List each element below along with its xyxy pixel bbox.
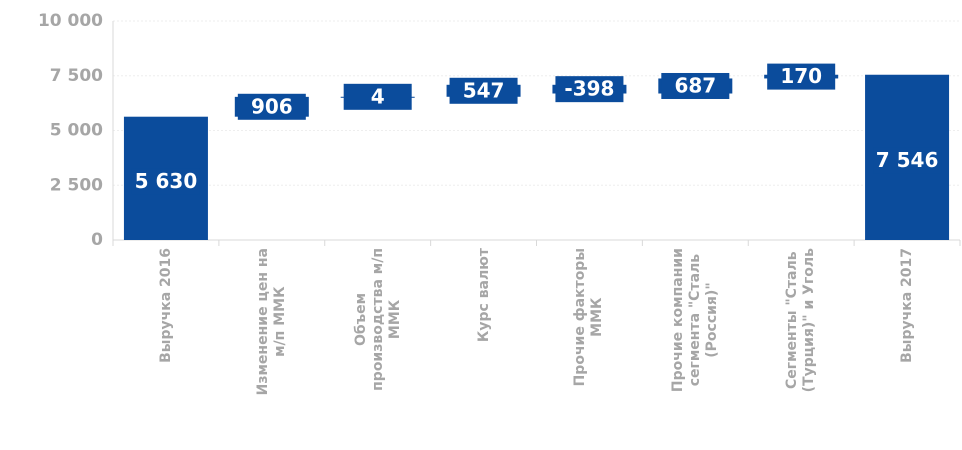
- data-label: -398: [564, 77, 614, 101]
- label-box: [237, 93, 306, 120]
- data-label: 4: [371, 84, 385, 108]
- y-tick-label: 5 000: [50, 121, 103, 141]
- x-tick-label-box: Выручка 2016: [116, 248, 216, 448]
- x-tick-label-box: Курс валют: [434, 248, 534, 448]
- x-tick-label-box: Объем производства м/п ММК: [328, 248, 428, 448]
- x-tick-label-box: Изменение цен на м/п ММК: [222, 248, 322, 448]
- label-box: [343, 83, 412, 110]
- label-box: [131, 168, 200, 195]
- x-tick-label-box: Прочие компании сегмента "Сталь (Россия)…: [645, 248, 745, 448]
- x-tick-label: Курс валют: [475, 248, 492, 343]
- y-tick-label: 10 000: [38, 11, 103, 31]
- x-tick-label: Объем производства м/п ММК: [352, 248, 403, 391]
- data-label: 5 630: [135, 169, 198, 193]
- data-label: 7 546: [876, 148, 939, 172]
- label-box: [449, 77, 518, 104]
- x-tick-label: Выручка 2017: [898, 248, 915, 363]
- x-tick-label: Прочие факторы ММК: [572, 248, 606, 387]
- y-tick-label: 7 500: [50, 66, 103, 86]
- x-tick-label: Выручка 2016: [157, 248, 174, 363]
- y-tick-label: 2 500: [50, 175, 103, 195]
- label-box: [555, 76, 624, 103]
- label-box: [767, 63, 836, 90]
- x-tick-label-box: Сегменты "Сталь (Турция)" и Уголь: [751, 248, 851, 448]
- x-tick-label: Сегменты "Сталь (Турция)" и Уголь: [784, 248, 818, 393]
- data-label: 687: [674, 73, 716, 97]
- x-tick-label: Изменение цен на м/п ММК: [254, 248, 288, 396]
- data-label: 547: [463, 78, 505, 102]
- label-box: [661, 72, 730, 99]
- data-label: 170: [780, 64, 822, 88]
- data-label: 906: [251, 94, 293, 118]
- x-tick-label-box: Прочие факторы ММК: [539, 248, 639, 448]
- x-tick-label: Прочие компании сегмента "Сталь (Россия)…: [669, 248, 720, 393]
- label-box: [873, 147, 942, 174]
- y-tick-label: 0: [91, 230, 103, 250]
- x-tick-label-box: Выручка 2017: [857, 248, 957, 448]
